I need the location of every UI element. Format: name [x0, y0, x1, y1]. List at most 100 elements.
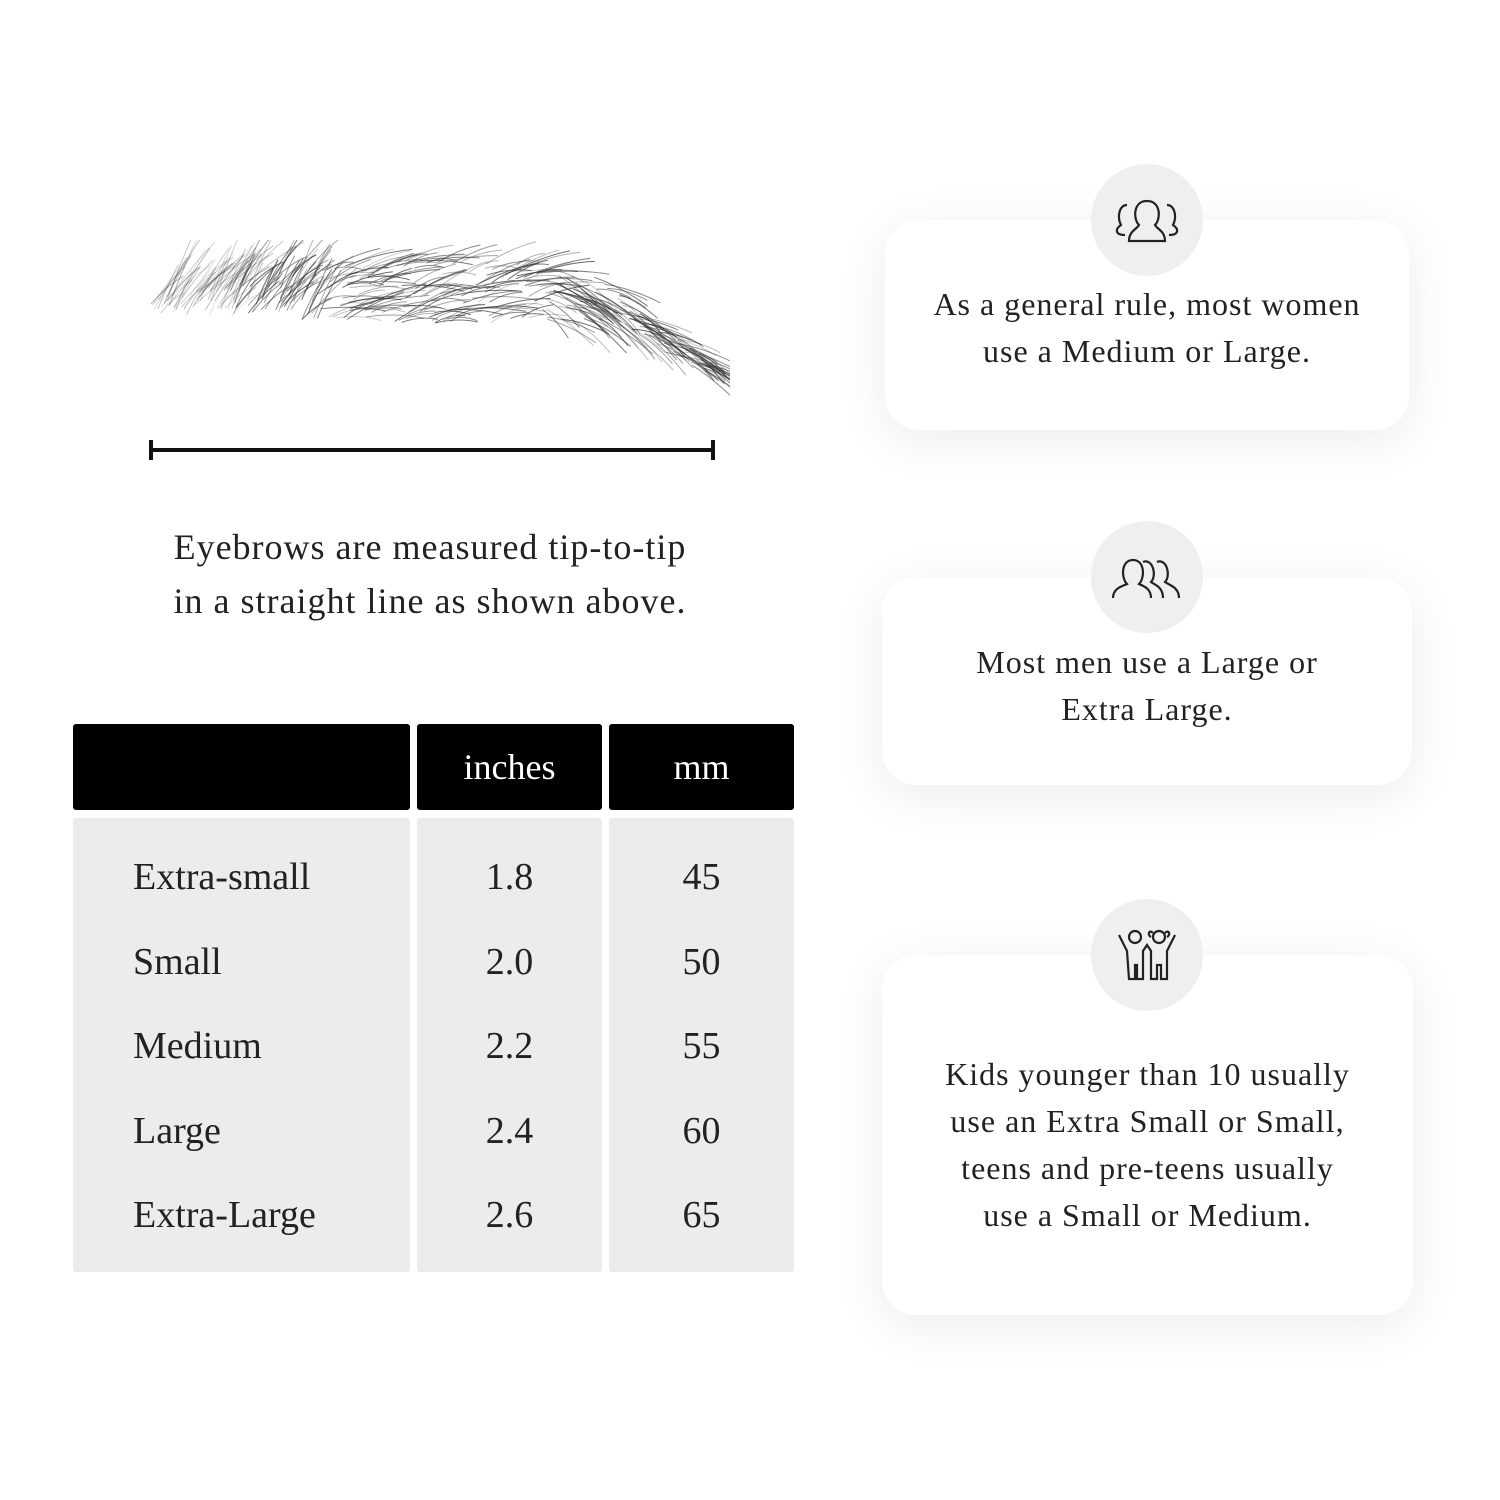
eyebrow-hair	[278, 277, 294, 313]
eyebrow-hair	[209, 253, 255, 292]
eyebrow-hair	[275, 258, 304, 310]
eyebrow-hair	[644, 326, 673, 345]
eyebrow-hair	[540, 270, 610, 275]
eyebrow-hair	[486, 241, 537, 265]
eyebrow-hair	[262, 245, 297, 298]
eyebrow-hair	[692, 364, 730, 396]
eyebrow-hair	[160, 292, 185, 314]
eyebrow-hair	[534, 284, 590, 302]
eyebrow-hair	[455, 285, 493, 291]
table-header-inches: inches	[417, 724, 602, 810]
eyebrow-hair	[408, 283, 464, 313]
eyebrow-hair	[429, 304, 486, 318]
table-cell-mm: 50	[682, 940, 721, 983]
men-card: Most men use a Large or Extra Large.	[882, 577, 1412, 785]
table-column-mm	[609, 818, 794, 1272]
eyebrow-hair	[229, 247, 257, 292]
eyebrow-hair	[249, 261, 284, 287]
eyebrow-hair	[546, 318, 597, 344]
eyebrow-hair	[279, 259, 301, 299]
eyebrow-hair	[536, 282, 580, 288]
eyebrow-hair	[662, 338, 719, 365]
eyebrow-hair	[273, 256, 307, 281]
eyebrow-hair	[545, 291, 600, 318]
eyebrow-hair	[336, 316, 382, 322]
eyebrow-hair	[366, 314, 424, 319]
table-cell-inches: 1.8	[485, 856, 534, 898]
eyebrow-hair	[662, 339, 719, 382]
eyebrow-hair	[530, 278, 593, 282]
eyebrow-hair	[528, 313, 567, 319]
eyebrow-hair	[329, 258, 372, 283]
eyebrow-hair	[252, 282, 283, 313]
eyebrow-hair	[612, 311, 678, 331]
eyebrow-hair	[296, 259, 329, 285]
eyebrow-hair	[619, 323, 656, 360]
eyebrow-hair	[573, 306, 610, 336]
eyebrow-hair	[151, 271, 182, 307]
eyebrow-hair	[280, 281, 315, 309]
eyebrow-hair	[515, 268, 562, 280]
eyebrow-hair	[709, 362, 730, 370]
eyebrow-hair	[278, 263, 332, 303]
caption-line-1: Eyebrows are measured tip-to-tip	[173, 527, 687, 567]
eyebrow-hair	[195, 259, 217, 292]
eyebrow-hair	[220, 248, 246, 309]
eyebrow-hair	[488, 303, 526, 317]
eyebrow-hair	[442, 303, 481, 322]
eyebrow-hair	[332, 308, 368, 318]
eyebrow-hair	[227, 267, 246, 309]
table-cell-mm: 55	[682, 1025, 721, 1067]
men-icon-circle	[1091, 521, 1203, 633]
eyebrow-hair	[500, 249, 560, 279]
eyebrow-hair	[631, 314, 693, 334]
eyebrow-hair	[528, 282, 566, 297]
eyebrow-hair	[658, 336, 718, 363]
caption-line-2: in a straight line as shown above.	[173, 581, 687, 621]
measurement-caption: Eyebrows are measured tip-to-tip in a st…	[80, 520, 780, 628]
eyebrow-hair	[483, 279, 550, 286]
eyebrow-hair	[403, 252, 438, 267]
eyebrow-hair	[231, 294, 258, 317]
eyebrow-hair	[598, 317, 654, 355]
eyebrow-hair	[450, 310, 482, 322]
eyebrow-hair	[580, 307, 621, 319]
eyebrow-hair	[394, 289, 456, 322]
eyebrow-hair	[633, 319, 687, 356]
eyebrow-hair	[384, 269, 440, 282]
eyebrow-hair	[224, 245, 274, 289]
eyebrow-hair	[657, 343, 687, 361]
eyebrow-hair	[475, 262, 540, 286]
eyebrow-hair	[413, 263, 457, 284]
eyebrow-hair	[507, 259, 548, 280]
eyebrow-hair	[171, 240, 197, 299]
eyebrow-hair	[539, 281, 605, 287]
eyebrow-hair	[420, 282, 451, 298]
eyebrow-hair	[293, 268, 308, 302]
eyebrow-hair	[671, 333, 715, 381]
eyebrow-hair	[251, 240, 272, 281]
eyebrow-hair	[506, 302, 544, 308]
eyebrow-hair	[380, 266, 443, 282]
eyebrow-hair	[278, 240, 298, 275]
eyebrow-hair	[216, 241, 256, 292]
kids-card: Kids younger than 10 usually use an Extr…	[882, 955, 1413, 1315]
women-group-icon	[1115, 199, 1179, 243]
eyebrow-hair	[618, 295, 647, 309]
eyebrow-hair	[666, 346, 726, 385]
eyebrow-hair	[413, 265, 445, 269]
eyebrow-hair	[455, 306, 495, 317]
eyebrow-hair	[546, 308, 594, 347]
table-cell-size: Extra-Large	[133, 1194, 316, 1236]
eyebrow-hair	[679, 343, 730, 362]
eyebrow-hair	[558, 275, 606, 317]
eyebrow-hair	[199, 266, 216, 302]
eyebrow-hair	[234, 253, 256, 304]
eyebrow-hair	[313, 245, 333, 277]
eyebrow-hair	[223, 252, 274, 291]
eyebrow-hair	[542, 309, 569, 339]
eyebrow-hair	[291, 254, 317, 277]
eyebrow-hair	[631, 328, 665, 339]
eyebrow-hair	[446, 308, 503, 315]
eyebrow-hair	[584, 280, 613, 307]
